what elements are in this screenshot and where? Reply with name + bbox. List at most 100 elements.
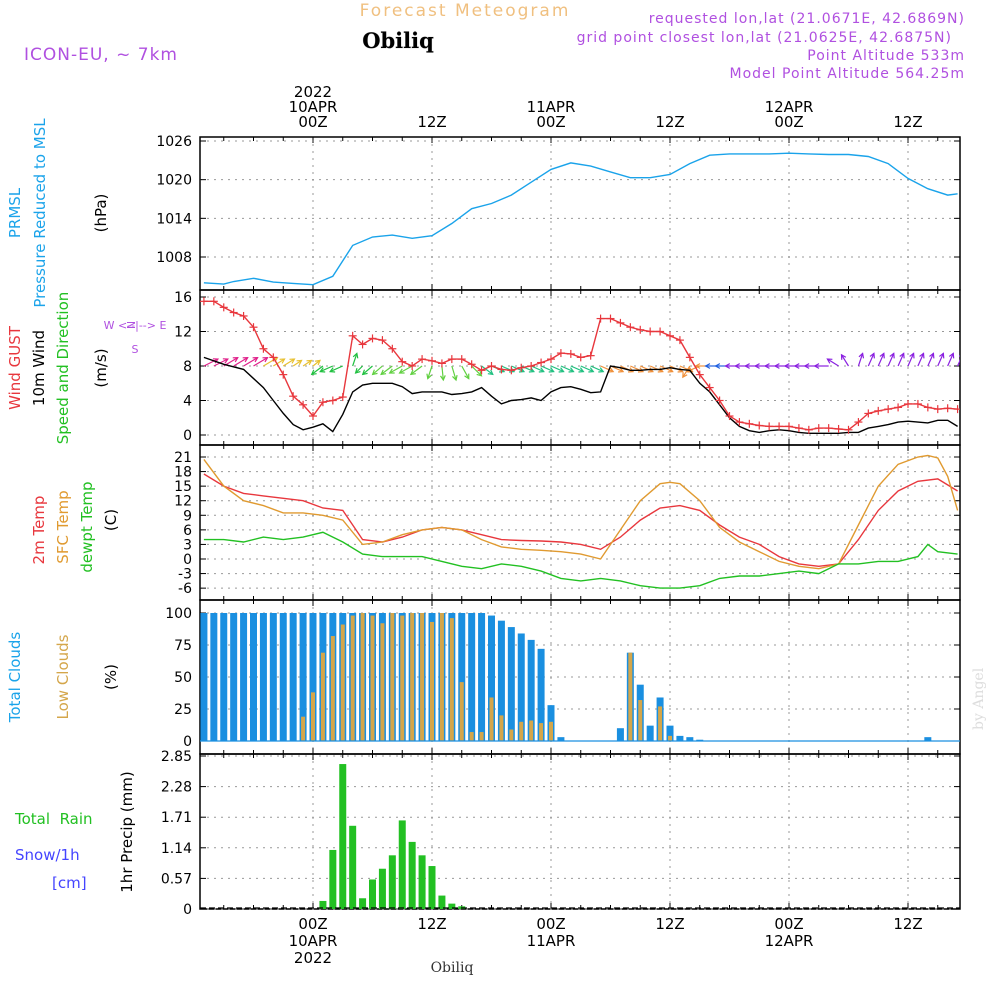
prmsl-line bbox=[203, 152, 958, 286]
wind-arrow bbox=[319, 365, 334, 373]
top-time-label: 11APR bbox=[527, 98, 576, 116]
rain-bar bbox=[438, 895, 446, 909]
top-time-label: 00Z bbox=[774, 113, 803, 131]
wind-arrow bbox=[213, 358, 229, 367]
low-cloud-bar bbox=[320, 652, 325, 741]
wind-arrow bbox=[311, 365, 324, 375]
wind-arrow-head bbox=[734, 363, 741, 369]
y-axis-label: (m/s) bbox=[92, 348, 110, 387]
low-cloud-bar bbox=[539, 723, 544, 741]
total-cloud-bar bbox=[488, 615, 495, 741]
wind-arrow-head bbox=[354, 368, 361, 374]
top-time-label: 2022 bbox=[294, 83, 332, 101]
y-tick-label: 0 bbox=[183, 902, 192, 918]
wind-arrow-head bbox=[289, 358, 296, 364]
wind-arrow bbox=[233, 357, 248, 367]
rain-bar bbox=[319, 900, 327, 909]
wind-arrow-head bbox=[538, 367, 545, 373]
wind-arrow-head bbox=[783, 363, 790, 369]
panel-1: 1008 1014 1020 1026 bbox=[156, 134, 961, 291]
wind-arrow-head bbox=[452, 374, 458, 382]
total-cloud-bar bbox=[557, 737, 565, 741]
wind-arrow-head bbox=[380, 369, 387, 376]
rain-bar bbox=[349, 825, 357, 909]
wind-arrow-head bbox=[909, 352, 915, 359]
wind-arrow-head bbox=[371, 369, 378, 376]
watermark: by Angel bbox=[971, 667, 987, 730]
wind-arrow-head bbox=[588, 367, 595, 373]
wind-arrow-head bbox=[618, 367, 625, 373]
total-cloud-bar bbox=[299, 613, 307, 741]
wind-arrow-head bbox=[753, 363, 760, 369]
top-time-label: 12Z bbox=[655, 113, 684, 131]
y-tick-label: 100 bbox=[165, 606, 192, 622]
info-model-altitude: Model Point Altitude 564.25m bbox=[730, 66, 965, 82]
wind-arrow bbox=[947, 353, 954, 367]
panel-frame bbox=[199, 289, 961, 446]
panel-frame bbox=[199, 753, 961, 910]
total-cloud-bar bbox=[537, 648, 545, 741]
wind-arrow bbox=[560, 365, 574, 373]
low-cloud-bar bbox=[449, 618, 454, 741]
cloud-bars bbox=[200, 613, 960, 742]
y-axis-label: 1hr Precip (mm) bbox=[118, 771, 136, 892]
total-cloud-bar bbox=[458, 613, 466, 741]
wind-arrow-head bbox=[232, 356, 239, 363]
wind-arrow-head bbox=[314, 359, 321, 366]
top-time-label: 12Z bbox=[417, 113, 446, 131]
wind-arrow bbox=[907, 353, 915, 367]
bottom-location-label: Obiliq bbox=[431, 960, 474, 976]
total-cloud-bar bbox=[210, 613, 218, 741]
total-cloud-bar bbox=[676, 735, 684, 741]
bottom-time-label: 11APR bbox=[527, 932, 576, 950]
y-axis-label: (hPa) bbox=[92, 194, 110, 233]
total-cloud-bar bbox=[497, 620, 505, 741]
rain-bar bbox=[388, 855, 396, 909]
wind-gust-markers bbox=[200, 297, 960, 434]
y-tick-label: 6 bbox=[183, 523, 192, 539]
total-cloud-bar bbox=[924, 737, 932, 741]
wind-arrow-head bbox=[704, 363, 711, 369]
wind-arrow bbox=[471, 365, 482, 377]
low-cloud-bar bbox=[529, 720, 534, 741]
low-cloud-bar bbox=[330, 636, 335, 741]
panel-frame bbox=[199, 444, 961, 601]
y-tick-label: 25 bbox=[174, 702, 192, 718]
total-cloud-bar bbox=[289, 613, 297, 741]
legend-2m-temp: 2m Temp bbox=[30, 496, 48, 565]
low-cloud-bar bbox=[360, 613, 365, 741]
wind-arrow-head bbox=[319, 367, 326, 373]
wind-arrow-head bbox=[439, 375, 446, 382]
wind-arrow bbox=[352, 353, 358, 367]
total-cloud-bar bbox=[686, 737, 694, 741]
wind-arrow bbox=[312, 359, 321, 367]
wind-arrow bbox=[481, 365, 494, 375]
total-cloud-bar bbox=[269, 613, 277, 741]
low-cloud-bar bbox=[390, 613, 395, 741]
low-cloud-bar bbox=[549, 721, 553, 741]
wind-arrow-head bbox=[813, 363, 820, 369]
wind-arrow-head bbox=[279, 358, 286, 364]
low-cloud-bar bbox=[420, 613, 425, 741]
wind-arrow-head bbox=[803, 363, 810, 369]
top-time-label: 00Z bbox=[298, 113, 327, 131]
total-cloud-bar bbox=[250, 613, 257, 741]
wind-arrow bbox=[203, 358, 219, 367]
rain-bar bbox=[339, 764, 347, 909]
wind-arrow-head bbox=[409, 369, 416, 376]
low-cloud-bar bbox=[410, 613, 415, 741]
wind-arrow-head bbox=[724, 363, 731, 369]
panel-2: 0 4 8 12 16 bbox=[174, 289, 961, 446]
wind-arrow-head bbox=[398, 368, 405, 374]
rain-bar bbox=[428, 866, 436, 909]
y-tick-label: 12 bbox=[174, 325, 192, 341]
rain-bar bbox=[378, 868, 386, 909]
wind-arrow bbox=[292, 359, 302, 367]
bottom-time-label: 12Z bbox=[893, 915, 922, 933]
legend-prmsl: PRMSL bbox=[6, 187, 24, 238]
y-tick-label: 1.71 bbox=[161, 810, 192, 826]
wind-arrow bbox=[957, 359, 960, 367]
